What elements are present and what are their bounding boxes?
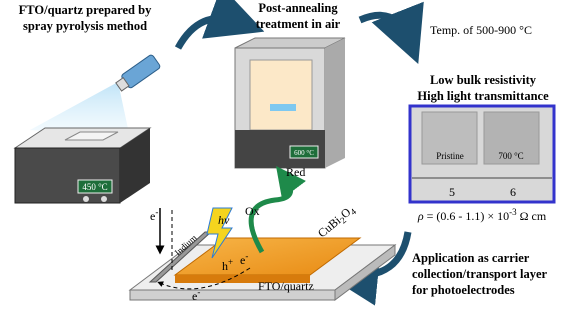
formula-part: - — [155, 207, 158, 217]
formula-part: - — [245, 251, 248, 261]
absorber-label: CuBi2O4 — [315, 202, 359, 242]
photo-label: Pristine — [436, 151, 464, 161]
spray-bottle — [114, 54, 161, 93]
red-label: Red — [286, 165, 305, 179]
application-text: for photoelectrodes — [412, 283, 515, 297]
flow-arrow — [360, 15, 408, 38]
display-text: 600 °C — [294, 149, 314, 157]
application-text: collection/transport layer — [412, 267, 547, 281]
formula-part: Ω cm — [517, 209, 547, 223]
electron-label: e- — [150, 207, 158, 223]
step-text: Post-annealing — [258, 1, 338, 15]
formula-part: = (0.6 - 1.1) × 10 — [424, 209, 510, 223]
furnace-chamber — [250, 60, 312, 130]
step-text: FTO/quartz prepared by — [19, 3, 152, 17]
furnace-side — [325, 38, 345, 168]
step-text: spray pyrolysis method — [23, 19, 147, 33]
ruler-label: 5 — [449, 185, 455, 199]
application-text: Application as carrier — [412, 251, 530, 265]
ruler-label: 6 — [510, 185, 516, 199]
ox-label: Ox — [245, 204, 260, 218]
formula-part: + — [228, 257, 233, 267]
property-text: High light transmittance — [417, 89, 549, 103]
diagram: FTO/quartz prepared by spray pyrolysis m… — [0, 0, 565, 313]
furnace-sample — [270, 104, 296, 111]
knob — [101, 196, 107, 202]
hotplate-body — [15, 148, 120, 203]
light-label: hν — [218, 213, 230, 227]
substrate-label: FTO/quartz — [258, 279, 314, 293]
property-text: Low bulk resistivity — [430, 73, 537, 87]
formula-part: - — [197, 287, 200, 297]
electron-label: e- — [192, 287, 200, 303]
step-text: treatment in air — [256, 17, 341, 31]
temperature: Temp. of 500-900 °C — [430, 23, 532, 37]
display-text: 450 °C — [82, 182, 107, 192]
flow-arrow — [178, 18, 238, 48]
photo-label: 700 °C — [498, 151, 523, 161]
formula: ρ = (0.6 - 1.1) × 10-3 Ω cm — [417, 207, 547, 223]
knob — [83, 196, 89, 202]
